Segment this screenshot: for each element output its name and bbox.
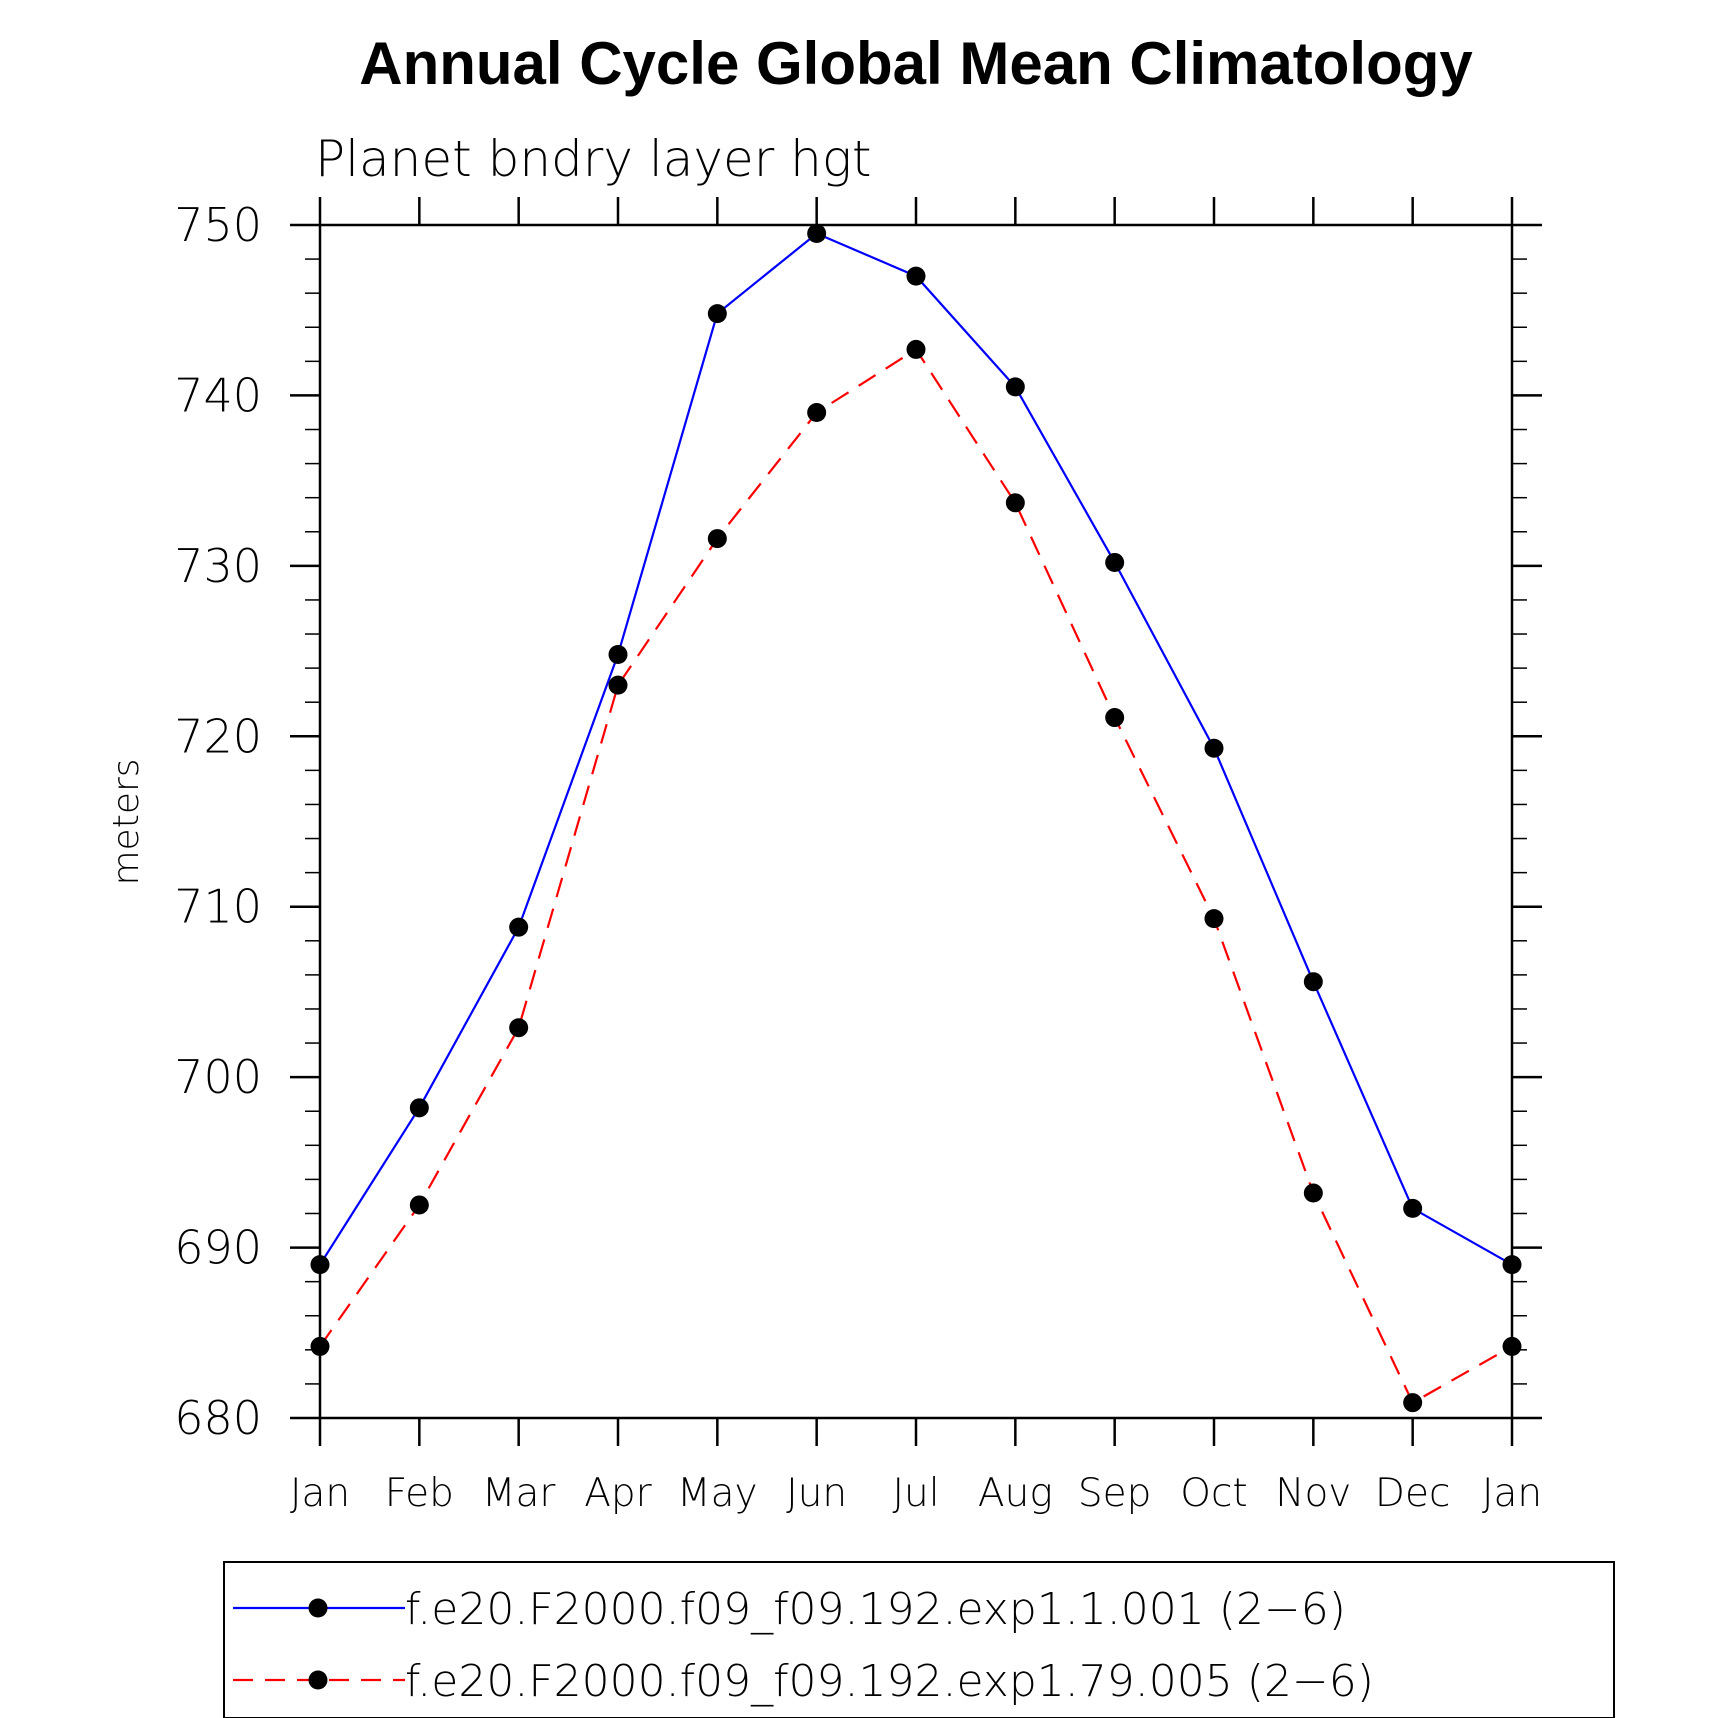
x-tick-label: Jun [786, 1471, 847, 1516]
data-point [906, 266, 926, 286]
data-point [1105, 708, 1125, 728]
chart-subtitle: Planet bndry layer hgt [315, 130, 871, 188]
x-tick-label: Aug [978, 1471, 1053, 1516]
x-tick-label: Jul [892, 1471, 939, 1516]
data-point [1303, 972, 1323, 992]
data-point [807, 402, 827, 422]
data-point [1502, 1336, 1522, 1356]
legend-marker [308, 1670, 328, 1690]
data-point [1005, 377, 1025, 397]
x-tick-label: Mar [482, 1471, 556, 1516]
y-tick-label: 690 [174, 1221, 262, 1275]
data-point [509, 917, 529, 937]
chart-title: Annual Cycle Global Mean Climatology [359, 30, 1473, 97]
y-tick-label: 700 [174, 1050, 262, 1104]
legend-marker [308, 1598, 328, 1618]
data-point [906, 339, 926, 359]
x-tick-label: May [677, 1471, 758, 1516]
data-point [1403, 1393, 1423, 1413]
y-tick-label: 720 [174, 709, 262, 763]
y-axis-label: meters [106, 758, 147, 885]
x-tick-label: Jan [290, 1471, 350, 1516]
y-tick-label: 710 [174, 880, 262, 934]
y-tick-label: 740 [174, 368, 262, 422]
data-point [1204, 909, 1224, 929]
data-point [608, 675, 628, 695]
plot-frame [318, 223, 1514, 1420]
data-point [409, 1195, 429, 1215]
data-point [1105, 552, 1125, 572]
data-point [1303, 1183, 1323, 1203]
series-line [319, 347, 1513, 1405]
data-point [1403, 1198, 1423, 1218]
x-tick-label: Oct [1180, 1471, 1247, 1516]
data-point [1204, 738, 1224, 758]
x-tick-label: Sep [1078, 1471, 1152, 1516]
legend-label: f.e20.F2000.f09_f09.192.exp1.1.001 (2−6) [405, 1584, 1346, 1635]
legend: f.e20.F2000.f09_f09.192.exp1.1.001 (2−6)… [223, 1561, 1615, 1718]
data-point [1005, 493, 1025, 513]
x-tick-label: Jan [1482, 1471, 1542, 1516]
y-tick-label: 730 [174, 539, 262, 593]
legend-box [223, 1561, 1615, 1718]
data-point [707, 529, 727, 549]
y-tick-label: 680 [174, 1391, 262, 1445]
data-point [310, 1336, 330, 1356]
data-point [509, 1018, 529, 1038]
y-tick-label: 750 [174, 198, 262, 252]
series-2 [310, 339, 1522, 1413]
x-tick-label: Dec [1375, 1471, 1450, 1516]
data-point [1502, 1255, 1522, 1275]
data-point [807, 224, 827, 244]
series-line [319, 232, 1513, 1266]
legend-label: f.e20.F2000.f09_f09.192.exp1.79.005 (2−6… [405, 1656, 1374, 1707]
x-tick-label: Feb [385, 1471, 454, 1516]
data-point [608, 644, 628, 664]
x-tick-label: Nov [1275, 1471, 1351, 1516]
plot-axes: 680 690 700 710 720 730 740 750 Jan Feb Mar Apr May J… [174, 197, 1542, 1516]
series-1 [310, 224, 1522, 1275]
series-layer [310, 224, 1522, 1413]
x-tick-label: Apr [584, 1471, 651, 1516]
data-point [310, 1255, 330, 1275]
data-point [409, 1098, 429, 1118]
data-point [707, 304, 727, 324]
